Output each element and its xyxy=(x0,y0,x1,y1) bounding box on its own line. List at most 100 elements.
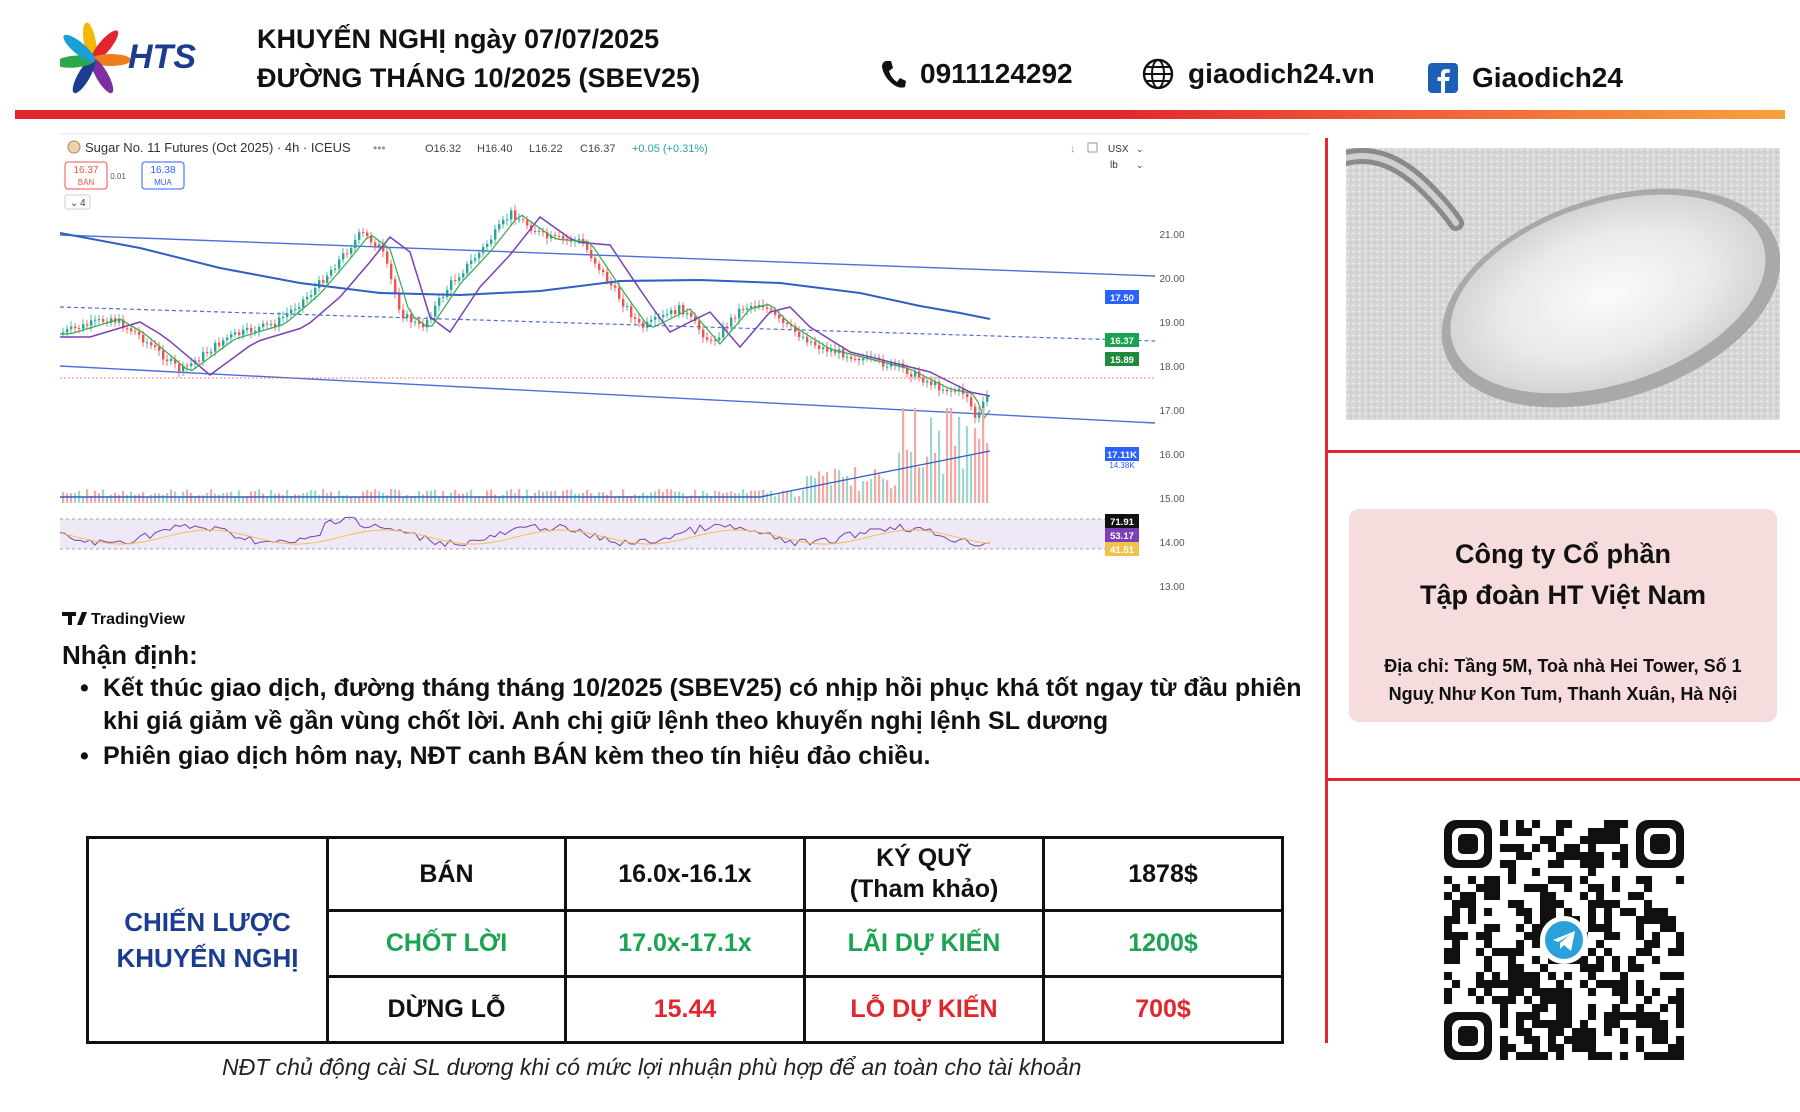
buy-box[interactable] xyxy=(141,161,185,190)
qr-module xyxy=(1580,1020,1588,1028)
volume-bar xyxy=(818,471,821,503)
currency-select[interactable]: USX xyxy=(1108,144,1129,155)
candle-body xyxy=(714,340,717,342)
qr-module xyxy=(1540,1052,1548,1060)
volume-bar xyxy=(974,428,977,503)
qr-module xyxy=(1532,932,1540,940)
qr-module xyxy=(1548,996,1556,1004)
volume-bar xyxy=(226,492,229,503)
analysis-title: Nhận định: xyxy=(62,640,198,670)
facebook-page[interactable]: Giaodich24 xyxy=(1472,62,1623,93)
qr-module xyxy=(1604,828,1612,836)
qr-module xyxy=(1652,908,1660,916)
candle-body xyxy=(718,337,721,341)
candle-body xyxy=(562,236,565,239)
volume-bar xyxy=(958,416,961,503)
qr-module xyxy=(1596,940,1604,948)
qr-module xyxy=(1540,996,1548,1004)
candle-body xyxy=(850,356,853,359)
qr-module xyxy=(1444,972,1452,980)
qr-module xyxy=(1636,892,1644,900)
volume-bar xyxy=(214,493,217,503)
candle-body xyxy=(218,342,221,346)
volume-bar xyxy=(518,489,521,503)
download-icon[interactable]: ↓ xyxy=(1070,143,1076,155)
qr-code[interactable] xyxy=(1444,820,1684,1060)
candle-body xyxy=(282,316,285,318)
volume-bar xyxy=(514,493,517,503)
qr-module xyxy=(1660,1028,1668,1036)
qr-module xyxy=(1484,908,1492,916)
qr-module xyxy=(1636,1020,1644,1028)
section-divider xyxy=(1328,450,1800,453)
symbol-title[interactable]: Sugar No. 11 Futures (Oct 2025) · 4h · I… xyxy=(85,140,351,155)
qr-module xyxy=(1484,932,1492,940)
qr-module xyxy=(1468,988,1476,996)
sell-box[interactable] xyxy=(64,161,108,190)
qr-module xyxy=(1500,1052,1508,1060)
qr-module xyxy=(1588,1028,1596,1036)
facebook-contact[interactable]: Giaodich24 xyxy=(1428,62,1623,94)
qr-module xyxy=(1468,876,1476,884)
phone-contact[interactable]: 0911124292 xyxy=(880,58,1073,90)
chart-menu-icon[interactable]: ••• xyxy=(373,141,386,155)
stop-loss-value-cell: 15.44 xyxy=(564,975,806,1044)
price-axis-label: 18.00 xyxy=(1159,362,1184,373)
candle-body xyxy=(622,298,625,307)
website-link[interactable]: giaodich24.vn xyxy=(1188,58,1375,89)
candle-body xyxy=(446,289,449,297)
volume-bar xyxy=(934,452,937,503)
candle-body xyxy=(322,280,325,283)
candle-body xyxy=(266,323,269,325)
candle-body xyxy=(590,249,593,259)
qr-module xyxy=(1564,876,1572,884)
qr-module xyxy=(1596,900,1604,908)
candle-body xyxy=(946,389,949,392)
volume-bar xyxy=(490,489,493,503)
volume-bar xyxy=(482,496,485,503)
price-chart[interactable]: Sugar No. 11 Futures (Oct 2025) · 4h · I… xyxy=(60,133,1310,635)
volume-bar xyxy=(634,494,637,503)
qr-module xyxy=(1524,1028,1532,1036)
qr-module xyxy=(1620,844,1628,852)
candle-body xyxy=(846,356,849,358)
candle-body xyxy=(258,326,261,332)
candle-body xyxy=(418,321,421,324)
indicator-toggle[interactable] xyxy=(64,194,91,210)
candle-body xyxy=(606,271,609,282)
volume-bar xyxy=(574,493,577,503)
oscillator-badge-bg xyxy=(1105,542,1139,556)
unit-select[interactable]: lb xyxy=(1110,160,1118,171)
candle-body xyxy=(546,232,549,239)
chart-canvas[interactable]: Sugar No. 11 Futures (Oct 2025) · 4h · I… xyxy=(60,133,1310,635)
qr-module xyxy=(1580,876,1588,884)
qr-module xyxy=(1676,972,1684,980)
qr-module xyxy=(1556,996,1564,1004)
qr-module xyxy=(1588,860,1596,868)
website-contact[interactable]: giaodich24.vn xyxy=(1142,58,1375,90)
volume-bar xyxy=(150,494,153,503)
candle-body xyxy=(422,323,425,328)
candle-body xyxy=(202,352,205,361)
qr-module xyxy=(1588,964,1596,972)
margin-label: KÝ QUỸ xyxy=(876,844,972,872)
qr-module xyxy=(1492,996,1500,1004)
qr-module xyxy=(1652,956,1660,964)
qr-module xyxy=(1636,924,1644,932)
ma-long-line xyxy=(60,232,991,320)
oscillator-band xyxy=(60,519,1105,549)
candle-body xyxy=(926,381,929,383)
qr-module xyxy=(1564,1012,1572,1020)
qr-module xyxy=(1516,948,1524,956)
fullscreen-icon[interactable] xyxy=(1087,142,1098,153)
qr-module xyxy=(1620,1036,1628,1044)
candle-body xyxy=(410,314,413,323)
candle-body xyxy=(802,336,805,338)
qr-module xyxy=(1612,876,1620,884)
qr-module xyxy=(1588,844,1596,852)
ma-level-badge-bg xyxy=(1105,290,1139,304)
qr-module xyxy=(1596,980,1604,988)
qr-module xyxy=(1524,932,1532,940)
volume-bar xyxy=(246,495,249,503)
candle-body xyxy=(974,406,977,418)
